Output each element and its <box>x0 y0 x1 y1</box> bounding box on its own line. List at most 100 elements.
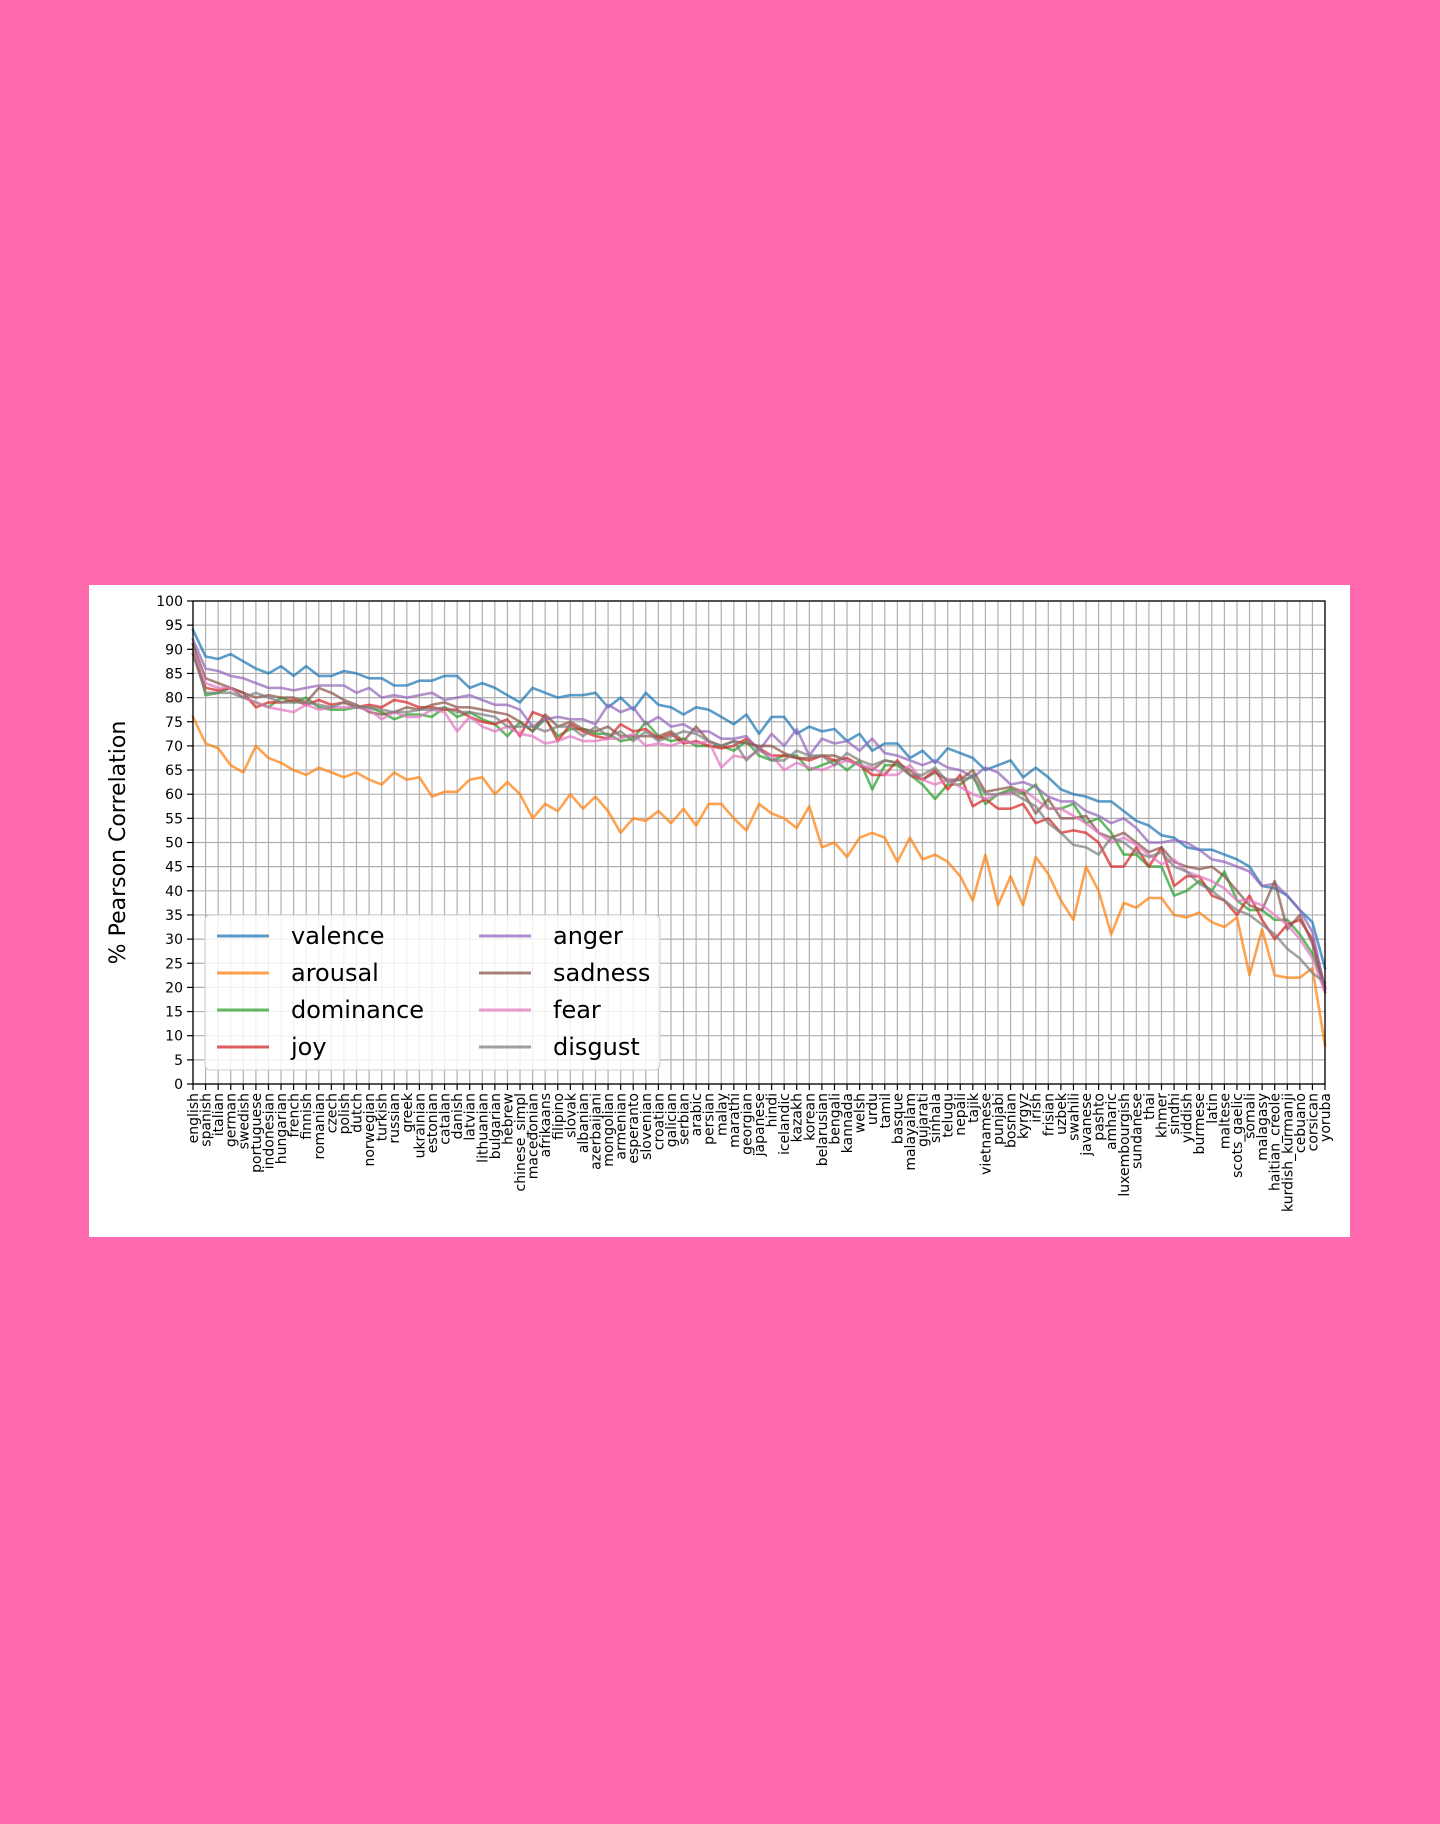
legend-label-disgust: disgust <box>553 1033 640 1061</box>
x-tick-label: marathi <box>727 1093 743 1148</box>
x-tick-label: urdu <box>865 1093 881 1125</box>
x-tick-label: azerbaijani <box>588 1093 604 1170</box>
x-tick-label: bosnian <box>1004 1093 1020 1148</box>
x-tick-label: icelandic <box>777 1093 793 1155</box>
x-tick-label: romanian <box>312 1093 328 1159</box>
series-line-arousal <box>191 715 1327 1047</box>
x-tick-label: czech <box>324 1093 340 1133</box>
y-tick-label: 55 <box>165 811 183 827</box>
x-tick-label: sindhi <box>1167 1093 1183 1135</box>
x-tick-label: uzbek <box>1054 1092 1070 1135</box>
x-tick-label: somali <box>1243 1093 1259 1139</box>
y-tick-label: 30 <box>165 932 183 948</box>
series-line-fear <box>191 647 1327 994</box>
x-tick-label: nepali <box>953 1093 969 1136</box>
x-tick-label: latin <box>1205 1093 1221 1124</box>
y-tick-label: 5 <box>174 1053 183 1069</box>
x-tick-label: thai <box>1142 1093 1158 1120</box>
x-tick-label: bengali <box>827 1093 843 1145</box>
x-tick-label: yiddish <box>1180 1093 1196 1143</box>
x-tick-label: basque <box>890 1093 906 1144</box>
x-tick-label: latvian <box>463 1093 479 1141</box>
legend-label-fear: fear <box>553 996 601 1024</box>
x-tick-label: greek <box>400 1092 416 1133</box>
x-tick-label: javanese <box>1079 1093 1095 1157</box>
x-tick-label: afrikaans <box>538 1093 554 1157</box>
y-tick-label: 75 <box>165 715 183 731</box>
x-tick-label: pashto <box>1092 1093 1108 1141</box>
y-tick-label: 80 <box>165 691 183 707</box>
x-tick-label: malagasy <box>1255 1093 1271 1161</box>
y-tick-label: 20 <box>165 980 183 996</box>
y-tick-label: 10 <box>165 1029 183 1045</box>
series-line-dominance <box>191 642 1327 990</box>
x-tick-label: swahili <box>1066 1093 1082 1141</box>
x-tick-label: vietnamese <box>978 1093 994 1175</box>
series-line-valence <box>191 628 1327 970</box>
x-tick-label: lithuanian <box>475 1093 491 1163</box>
x-tick-label: frisian <box>1041 1093 1057 1136</box>
x-tick-label: portuguese <box>249 1093 265 1173</box>
x-tick-label: indonesian <box>261 1093 277 1169</box>
x-tick-label: finnish <box>299 1093 315 1140</box>
legend-label-valence: valence <box>291 922 385 950</box>
x-tick-label: scots_gaelic <box>1230 1093 1246 1178</box>
x-tick-label: belarusian <box>815 1093 831 1166</box>
y-tick-label: 15 <box>165 1005 183 1021</box>
x-tick-label: polish <box>337 1093 353 1134</box>
line-chart: 0 5 10 15 20 25 30 35 40 45 50 55 60 65 70 75 80 85 90 95 10… <box>106 594 1334 1212</box>
x-tick-label: kazakh <box>790 1093 806 1142</box>
x-tick-label: malayalam <box>903 1093 919 1171</box>
x-tick-label: spanish <box>199 1093 215 1147</box>
x-tick-label: irish <box>1029 1093 1045 1123</box>
x-tick-label: french <box>287 1093 303 1137</box>
x-tick-label: luxembourgish <box>1117 1093 1133 1197</box>
y-tick-label: 100 <box>156 594 183 610</box>
x-tick-label: haitian_creole <box>1268 1093 1284 1191</box>
x-tick-label: russian <box>387 1093 403 1144</box>
legend-label-arousal: arousal <box>291 959 379 987</box>
y-tick-label: 35 <box>165 908 183 924</box>
y-tick-label: 25 <box>165 956 183 972</box>
y-axis-label: % Pearson Correlation <box>106 721 131 965</box>
x-tick-label: german <box>224 1093 240 1147</box>
x-tick-label: hebrew <box>500 1093 516 1145</box>
x-tick-label: bulgarian <box>488 1093 504 1159</box>
x-tick-label: tamil <box>878 1093 894 1129</box>
x-tick-label: norwegian <box>362 1093 378 1167</box>
y-tick-label: 45 <box>165 860 183 876</box>
series-lines <box>191 628 1327 1047</box>
x-tick-label: maltese <box>1217 1093 1233 1149</box>
x-tick-label: corsican <box>1305 1093 1321 1151</box>
x-tick-label: ukrainian <box>412 1093 428 1158</box>
x-tick-label: hungarian <box>274 1093 290 1164</box>
x-tick-label: punjabi <box>991 1093 1007 1145</box>
y-tick-label: 50 <box>165 836 183 852</box>
x-tick-label: amharic <box>1104 1093 1120 1150</box>
legend-box <box>204 914 661 1071</box>
x-tick-label: kurdish_kurmanji <box>1280 1093 1296 1212</box>
x-tick-label: persian <box>702 1093 718 1145</box>
x-tick-label: khmer <box>1154 1093 1170 1138</box>
legend-label-sadness: sadness <box>553 959 650 987</box>
x-tick-label: cebuano <box>1293 1093 1309 1153</box>
legend-label-joy: joy <box>290 1033 327 1061</box>
x-tick-label: armenian <box>614 1093 630 1160</box>
legend: valence arousal dominance joy anger sadness fe… <box>204 914 661 1071</box>
x-tick-label: swedish <box>236 1093 252 1149</box>
x-tick-label: sundanese <box>1129 1093 1145 1169</box>
y-tick-label: 40 <box>165 884 183 900</box>
x-tick-label: chinese_simpl <box>513 1093 529 1191</box>
x-tick-label: gujarati <box>916 1093 932 1147</box>
series-line-disgust <box>191 652 1327 985</box>
x-tick-label: english <box>186 1093 202 1143</box>
x-tick-label: galician <box>664 1093 680 1147</box>
x-tick-label: tajik <box>966 1092 982 1123</box>
x-tick-label: esperanto <box>626 1093 642 1164</box>
x-tick-label: catalan <box>438 1093 454 1145</box>
x-tick-label: albanian <box>576 1093 592 1153</box>
x-tick-label: hindi <box>765 1093 781 1127</box>
x-tick-label: kannada <box>840 1093 856 1153</box>
x-tick-label: arabic <box>689 1093 705 1136</box>
x-tick-label: slovak <box>563 1092 579 1138</box>
